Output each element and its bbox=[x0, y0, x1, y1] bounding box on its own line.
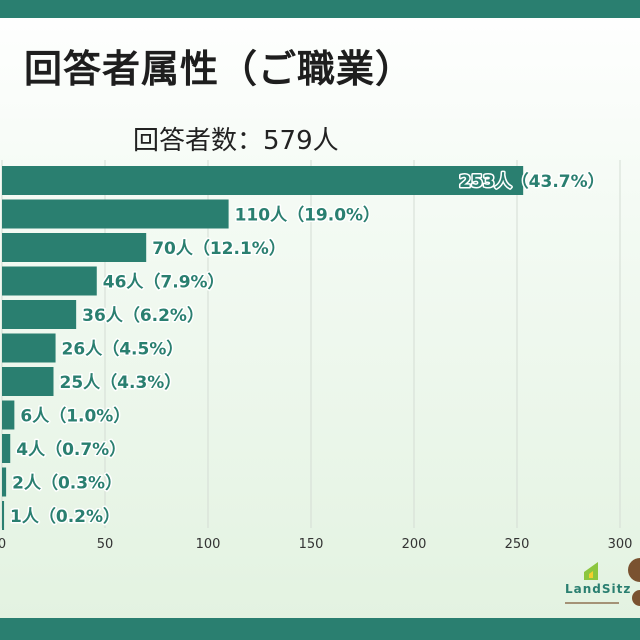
bar bbox=[2, 434, 11, 463]
bar-value-label: 6人（1.0%） bbox=[20, 406, 130, 427]
x-tick-label: 200 bbox=[402, 537, 427, 552]
bar-value-label: 253人（43.7%） bbox=[459, 171, 604, 192]
bar-value-label: 2人（0.3%） bbox=[12, 473, 122, 494]
bar bbox=[2, 367, 54, 396]
respondent-count: 回答者数：579人 bbox=[133, 126, 339, 156]
bar-value-label: 1人（0.2%） bbox=[10, 506, 120, 527]
bar bbox=[2, 467, 7, 497]
brand-name: LandSitz bbox=[565, 582, 632, 596]
x-tick-label: 300 bbox=[608, 537, 633, 552]
bar bbox=[2, 333, 56, 363]
bar-value-label: 36人（6.2%） bbox=[82, 305, 204, 326]
bar bbox=[2, 233, 147, 262]
bar bbox=[2, 266, 97, 296]
bar-value-label: 110人（19.0%） bbox=[235, 205, 380, 226]
bar bbox=[2, 501, 5, 530]
bar bbox=[2, 300, 77, 329]
x-tick-label: 0 bbox=[0, 537, 6, 552]
x-tick-label: 100 bbox=[196, 537, 221, 552]
bar-value-label: 26人（4.5%） bbox=[62, 339, 184, 360]
x-tick-label: 50 bbox=[97, 537, 114, 552]
x-axis-ticks: 0 50 100 150 200 250 300 bbox=[0, 537, 632, 552]
bottom-band bbox=[0, 618, 640, 640]
bar-value-label: 25人（4.3%） bbox=[60, 372, 182, 393]
bar bbox=[2, 199, 229, 229]
bar-value-label: 4人（0.7%） bbox=[16, 439, 126, 460]
bar-value-label: 46人（7.9%） bbox=[103, 272, 225, 293]
bar-value-label: 70人（12.1%） bbox=[152, 238, 286, 259]
x-tick-label: 250 bbox=[505, 537, 530, 552]
bar-labels: 253人（43.7%） 110人（19.0%） 70人（12.1%） 46人（7.9%… bbox=[9, 170, 607, 529]
house-logo-icon bbox=[565, 558, 640, 606]
bar bbox=[2, 166, 524, 195]
chart-title: 回答者属性（ご職業） bbox=[24, 47, 415, 91]
bars bbox=[2, 166, 524, 530]
x-tick-label: 150 bbox=[299, 537, 324, 552]
top-band bbox=[0, 0, 640, 18]
bar bbox=[2, 400, 15, 430]
bar-chart: 253人（43.7%） 110人（19.0%） 70人（12.1%） 46人（7.9%… bbox=[0, 160, 632, 552]
